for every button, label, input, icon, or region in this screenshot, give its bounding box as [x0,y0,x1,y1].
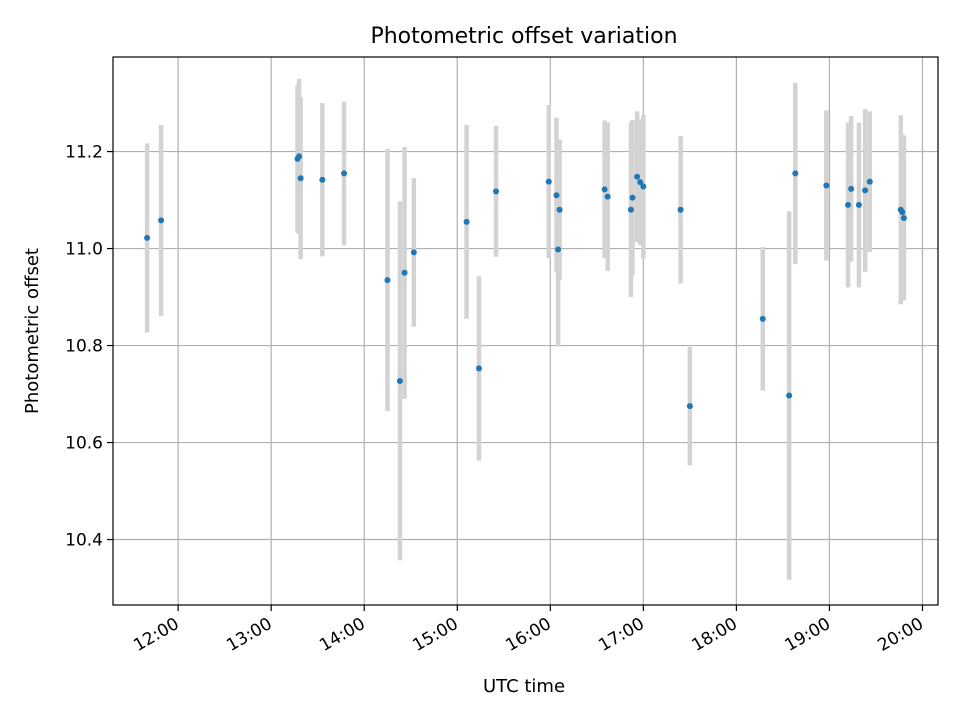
data-point [601,186,608,193]
data-point [556,206,563,213]
data-point [410,249,417,256]
data-point [640,183,647,190]
y-tick-label: 10.6 [65,434,103,454]
data-point [845,201,852,208]
data-point [637,179,644,186]
y-tick-label: 10.4 [65,531,103,551]
x-tick-label: 15:00 [409,614,461,656]
x-tick-label: 20:00 [875,614,927,656]
y-axis-label: Photometric offset [22,248,43,414]
data-point [545,178,552,185]
grid [113,57,938,605]
y-tick-label: 11.2 [65,143,103,163]
data-point [900,215,907,222]
data-point [823,182,830,189]
data-points [144,153,907,410]
data-point [297,175,304,182]
plot-frame [112,56,939,606]
data-point [296,153,303,160]
data-point [553,192,560,199]
data-point [677,206,684,213]
errorbars [144,78,907,580]
data-point [384,277,391,284]
x-tick-label: 17:00 [595,614,647,656]
data-point [786,392,793,399]
data-point [604,193,611,200]
data-point [396,377,403,384]
x-axis-label: UTC time [483,676,565,697]
data-point [899,209,906,216]
data-point [792,170,799,177]
y-tick-label: 10.8 [65,337,103,357]
data-point [848,185,855,192]
data-point [759,315,766,322]
data-point [862,187,869,194]
data-point [341,170,348,177]
x-tick-label: 14:00 [316,614,368,656]
data-point [866,178,873,185]
data-point [319,176,326,183]
x-tick-label: 19:00 [782,614,834,656]
data-point [401,269,408,276]
data-point [158,217,165,224]
data-point [686,403,693,410]
data-point [627,206,634,213]
data-point [555,246,562,253]
data-point [144,234,151,241]
x-axis-ticks: 12:00 13:00 14:00 15:00 16:00 17:00 18:00 19:00… [130,605,927,656]
data-point [634,173,641,180]
x-tick-label: 18:00 [688,614,740,656]
data-point [855,201,862,208]
x-tick-label: 12:00 [130,614,182,656]
x-tick-label: 16:00 [502,614,554,656]
y-axis-ticks: 10.4 10.6 10.8 11.0 11.2 [65,143,113,551]
data-point [475,365,482,372]
data-point [463,218,470,225]
y-tick-label: 11.0 [65,240,103,260]
x-tick-label: 13:00 [223,614,275,656]
chart-title: Photometric offset variation [370,24,677,49]
data-point [493,188,500,195]
data-point [629,194,636,201]
